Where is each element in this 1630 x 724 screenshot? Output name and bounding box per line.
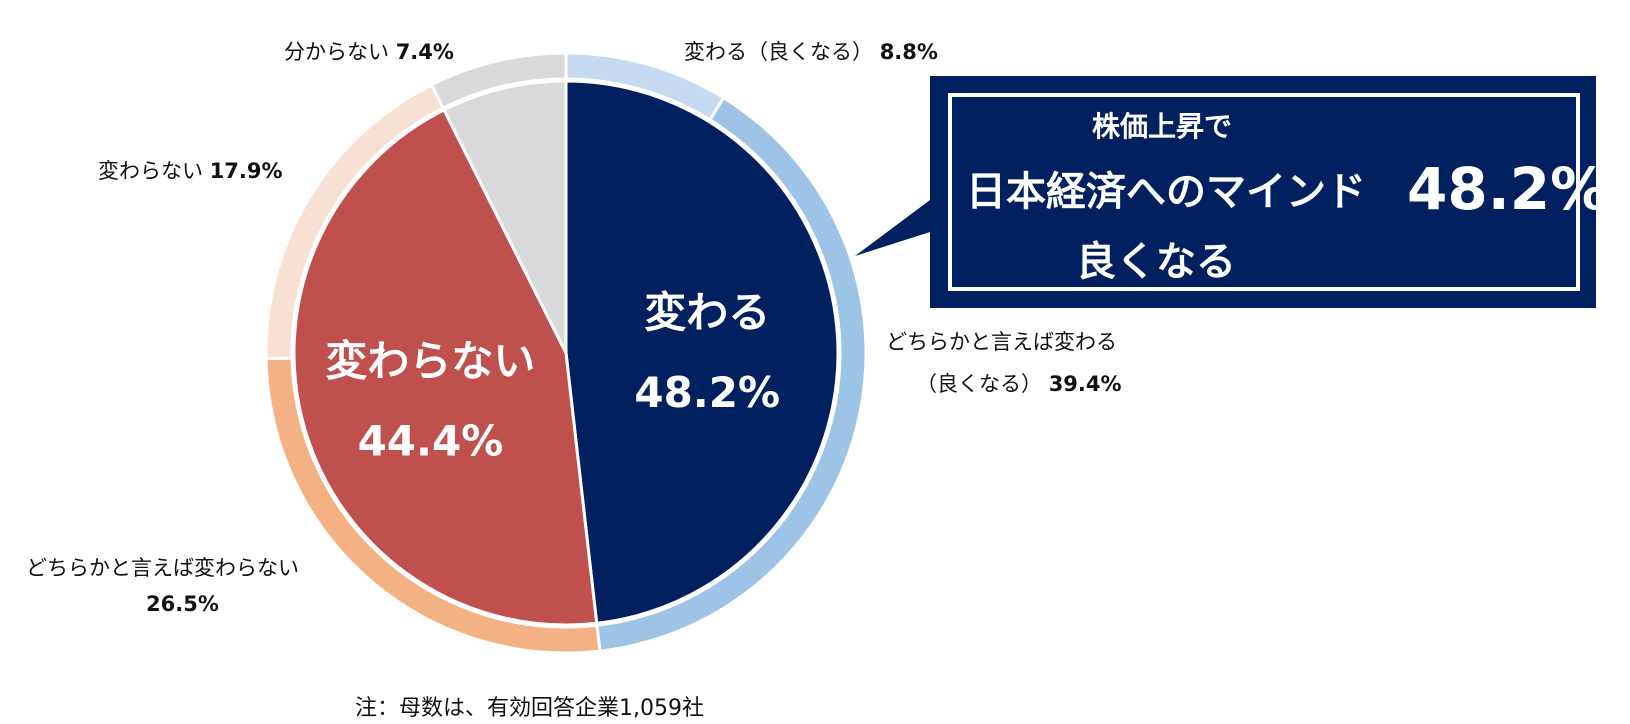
label-outer-dochira-kawaru-value: 39.4% (1048, 372, 1122, 396)
callout-value: 48.2% (1407, 155, 1609, 223)
inner-label-2-value: 44.4% (358, 416, 504, 465)
label-outer-dochira-kawaru-line1: どちらかと言えば変わる (886, 330, 1117, 354)
callout-line3: 良くなる (1076, 239, 1236, 285)
inner-label-1-value: 48.2% (634, 368, 780, 417)
outer-slice-5 (429, 51, 568, 111)
label-outer-dochira-kawaranai: どちらかと言えば変わらない 26.5% (26, 552, 299, 616)
inner-slice-1 (564, 79, 840, 625)
inner-pie (292, 79, 840, 627)
footnote: 注：母数は、有効回答企業1,059社 (355, 696, 704, 721)
label-outer-dochira-kawaranai-value: 26.5% (146, 592, 219, 616)
callout-box: 株価上昇で 日本経済へのマインド 良くなる 48.2% (930, 76, 1608, 308)
inner-labels: 変わる 48.2% 変わらない 44.4% (325, 288, 780, 465)
inner-label-1-name: 変わる (644, 288, 770, 337)
label-outer-dochira-kawaranai-line1: どちらかと言えば変わらない (26, 556, 299, 580)
label-outer-kawaranai: 変わらない 17.9% (98, 159, 283, 183)
callout-line1: 株価上昇で (1092, 110, 1233, 143)
callout-border: 株価上昇で 日本経済へのマインド 良くなる 48.2% (948, 93, 1608, 291)
label-outer-wakaranai: 分からない 7.4% (284, 40, 454, 64)
label-outer-dochira-kawaru: どちらかと言えば変わる （良くなる） 39.4% (886, 326, 1122, 398)
callout-pointer (855, 200, 930, 256)
inner-slice-3 (442, 79, 568, 354)
inner-slice-2 (292, 107, 599, 627)
label-outer-dochira-kawaru-line2: （良くなる） (916, 372, 1042, 396)
label-outer-kawaru-yoku: 変わる（良くなる） 8.8% (684, 40, 938, 64)
outer-ring (264, 51, 868, 655)
callout-line2: 日本経済へのマインド (966, 169, 1366, 215)
inner-label-2-name: 変わらない (325, 336, 535, 385)
